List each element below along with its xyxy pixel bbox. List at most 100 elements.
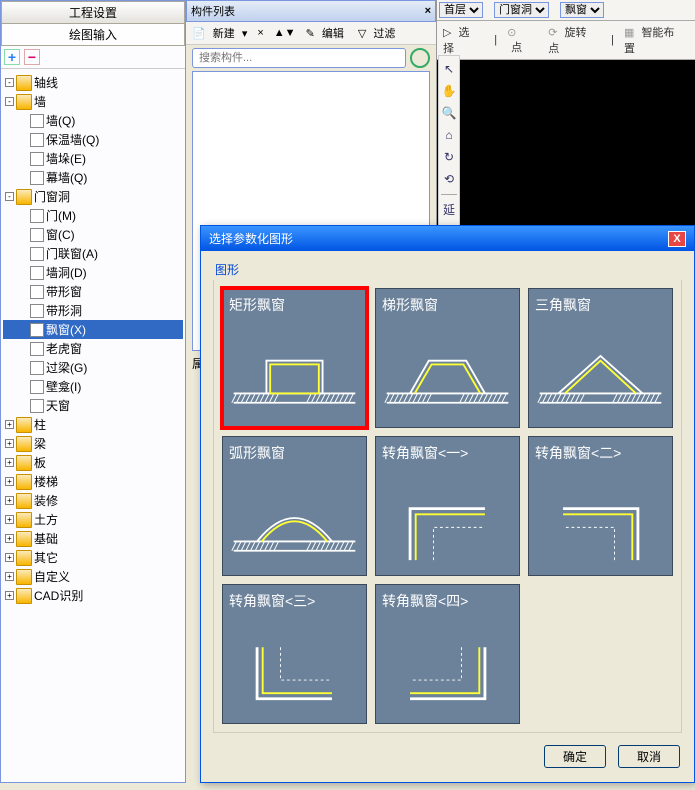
tile-title: 三角飘窗 [535, 295, 666, 315]
tree-toggle-icon[interactable]: - [5, 97, 14, 106]
tree-node[interactable]: 保温墙(Q) [3, 130, 183, 149]
shape-tile[interactable]: 转角飘窗<一> [375, 436, 520, 576]
edit-button[interactable]: ✎ 编辑 [302, 24, 352, 42]
tree-node[interactable]: 墙(Q) [3, 111, 183, 130]
tree-node[interactable]: +柱 [3, 415, 183, 434]
tree-toggle-icon[interactable]: + [5, 477, 14, 486]
tree-node[interactable]: 带形窗 [3, 282, 183, 301]
tree-node[interactable]: 壁龛(I) [3, 377, 183, 396]
point-tool[interactable]: ⊙ 点 [503, 25, 542, 56]
shape-tile[interactable]: 转角飘窗<二> [528, 436, 673, 576]
tree-node[interactable]: 幕墙(Q) [3, 168, 183, 187]
ok-button[interactable]: 确定 [544, 745, 606, 768]
search-input[interactable] [192, 48, 406, 68]
drawing-viewport[interactable] [437, 60, 695, 230]
tree-node[interactable]: 墙洞(D) [3, 263, 183, 282]
tool-hand-icon[interactable]: ✋ [441, 84, 457, 100]
tree-node[interactable]: -门窗洞 [3, 187, 183, 206]
folder-icon [16, 417, 32, 433]
tool-extend-icon[interactable]: 延 [441, 201, 457, 217]
tree-node[interactable]: +其它 [3, 548, 183, 567]
tree-toggle-icon[interactable]: - [5, 192, 14, 201]
shape-tile[interactable]: 转角飘窗<四> [375, 584, 520, 724]
tree-node[interactable]: +板 [3, 453, 183, 472]
tree-toggle-icon[interactable]: + [5, 572, 14, 581]
select-tool[interactable]: ▷ 选择 [439, 23, 488, 57]
tree-node[interactable]: 过梁(G) [3, 358, 183, 377]
type-select[interactable]: 飘窗 [560, 2, 604, 18]
new-component-button[interactable]: 📄 新建 ▾ [188, 24, 251, 42]
tree-node[interactable]: 带形洞 [3, 301, 183, 320]
tree-label: 壁龛(I) [46, 378, 81, 395]
rotate-point-tool[interactable]: ⟳ 旋转点 [544, 23, 605, 57]
item-icon [30, 380, 44, 394]
sort-button[interactable]: ▲▼ [270, 26, 300, 40]
shape-tile[interactable]: 三角飘窗 [528, 288, 673, 428]
shape-tile[interactable]: 矩形飘窗 [222, 288, 367, 428]
tool-home-icon[interactable]: ⌂ [441, 128, 457, 144]
tree-node[interactable]: + 楼梯 [3, 472, 183, 491]
tree-label: 过梁(G) [46, 359, 87, 376]
shape-tile[interactable]: 转角飘窗<三> [222, 584, 367, 724]
tile-title: 梯形飘窗 [382, 295, 513, 315]
shape-tile[interactable]: 梯形飘窗 [375, 288, 520, 428]
category-select[interactable]: 门窗洞 [494, 2, 549, 18]
close-panel-icon[interactable]: × [425, 5, 431, 17]
dialog-footer: 确定 取消 [201, 737, 694, 780]
expand-all-button[interactable]: + [4, 49, 20, 65]
collapse-all-button[interactable]: − [24, 49, 40, 65]
shape-group-label: 图形 [213, 261, 682, 278]
tree-node[interactable]: +CAD识别 [3, 586, 183, 605]
smart-layout-tool[interactable]: ▦ 智能布置 [620, 23, 693, 57]
tool-zoom-icon[interactable]: 🔍 [441, 106, 457, 122]
shape-tile[interactable]: 弧形飘窗 [222, 436, 367, 576]
tree-node[interactable]: 门联窗(A) [3, 244, 183, 263]
tree-label: 老虎窗 [46, 340, 82, 357]
tree-node[interactable]: +土方 [3, 510, 183, 529]
filter-button[interactable]: ▽ 过滤 [354, 24, 404, 42]
tree-label: 墙(Q) [46, 112, 75, 129]
tree-node[interactable]: 飘窗(X) [3, 320, 183, 339]
tool-refresh-icon[interactable]: ⟲ [441, 172, 457, 188]
folder-icon [16, 455, 32, 471]
tree-node[interactable]: +装修 [3, 491, 183, 510]
tree-node[interactable]: +梁 [3, 434, 183, 453]
cancel-button[interactable]: 取消 [618, 745, 680, 768]
dialog-titlebar[interactable]: 选择参数化图形 X [201, 226, 694, 251]
tree-node[interactable]: 墙垛(E) [3, 149, 183, 168]
floor-select[interactable]: 首层 [439, 2, 483, 18]
tree-node[interactable]: +自定义 [3, 567, 183, 586]
category-tree[interactable]: - 轴线-墙墙(Q)保温墙(Q)墙垛(E)幕墙(Q)-门窗洞门(M)窗(C)门联窗… [1, 69, 185, 790]
tree-toggle-icon[interactable]: + [5, 458, 14, 467]
folder-icon [16, 588, 32, 604]
search-icon[interactable] [410, 48, 430, 68]
folder-icon [16, 550, 32, 566]
tree-toggle-icon[interactable]: + [5, 420, 14, 429]
tree-node[interactable]: -墙 [3, 92, 183, 111]
project-settings-header[interactable]: 工程设置 [1, 1, 185, 24]
tree-toggle-icon[interactable]: + [5, 439, 14, 448]
folder-icon [16, 75, 32, 91]
tree-node[interactable]: 天窗 [3, 396, 183, 415]
tree-toggle-icon[interactable]: + [5, 553, 14, 562]
tree-label: 楼梯 [34, 473, 58, 490]
draw-input-header[interactable]: 绘图输入 [1, 24, 185, 46]
tree-toggle-icon[interactable]: + [5, 515, 14, 524]
dialog-close-button[interactable]: X [668, 231, 686, 247]
tree-node[interactable]: 窗(C) [3, 225, 183, 244]
tree-toggle-icon[interactable]: + [5, 534, 14, 543]
tree-node[interactable]: 老虎窗 [3, 339, 183, 358]
tree-label: 轴线 [34, 74, 58, 91]
delete-component-button[interactable]: × [253, 26, 267, 40]
item-icon [30, 304, 44, 318]
component-list-title: 构件列表 [191, 3, 235, 19]
item-icon [30, 342, 44, 356]
tree-node[interactable]: 门(M) [3, 206, 183, 225]
tree-toggle-icon[interactable]: + [5, 496, 14, 505]
tool-rotate-icon[interactable]: ↻ [441, 150, 457, 166]
tree-node[interactable]: +基础 [3, 529, 183, 548]
tool-cursor-icon[interactable]: ↖ [441, 62, 457, 78]
tree-node[interactable]: - 轴线 [3, 73, 183, 92]
tree-toggle-icon[interactable]: - [5, 78, 14, 87]
tree-toggle-icon[interactable]: + [5, 591, 14, 600]
